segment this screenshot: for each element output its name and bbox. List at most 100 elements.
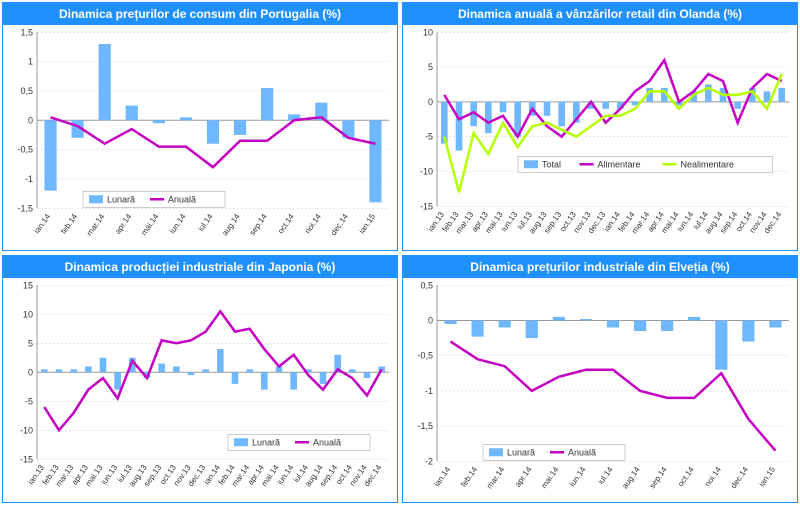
y-tick-label: 10: [423, 27, 433, 37]
y-tick-label: 1: [28, 57, 33, 67]
y-tick-label: -1,5: [417, 421, 433, 431]
y-tick-label: 1,5: [20, 27, 33, 37]
chart-title: Dinamica anuală a vânzărilor retail din …: [403, 3, 797, 25]
bar: [607, 320, 619, 327]
chart-title: Dinamica producției industriale din Japo…: [3, 256, 397, 278]
legend-label: Anuală: [313, 437, 341, 447]
bar: [70, 369, 77, 372]
bar: [688, 316, 700, 320]
y-tick-label: 0: [428, 315, 433, 325]
bar: [99, 44, 111, 120]
bar: [769, 320, 781, 327]
bar: [234, 120, 246, 135]
bar: [41, 369, 48, 372]
y-tick-label: 5: [28, 338, 33, 348]
bar: [349, 369, 356, 372]
bar: [580, 319, 592, 320]
bar: [602, 102, 609, 109]
x-tick-label: iul.14: [596, 464, 615, 485]
chart-plot-area: -1,5-1-0,500,511,5ian.14feb.14mar.14apr.…: [3, 25, 397, 250]
x-tick-label: mai.14: [539, 464, 560, 489]
chart-svg: -1,5-1-0,500,511,5ian.14feb.14mar.14apr.…: [3, 25, 397, 250]
x-tick-label: aug.14: [620, 464, 642, 490]
y-tick-label: -1,5: [17, 203, 33, 213]
bar: [180, 117, 192, 120]
bar: [715, 320, 727, 369]
bar: [734, 102, 741, 109]
bar: [158, 363, 165, 372]
x-tick-label: ian.14: [432, 464, 452, 487]
y-tick-label: 0,5: [20, 86, 33, 96]
bar: [232, 372, 239, 384]
y-tick-label: -0,5: [417, 350, 433, 360]
legend-label: Lunară: [252, 437, 280, 447]
bar: [261, 88, 273, 120]
bar: [444, 320, 456, 324]
legend-label: Nealimentare: [681, 159, 735, 169]
chart-plot-area: -2-1,5-1-0,500,5ian.14feb.14mar.14apr.14…: [403, 278, 797, 503]
legend-label: Anuală: [568, 447, 596, 457]
legend-label: Lunară: [107, 194, 135, 204]
chart-panel-elvetia: Dinamica prețurilor industriale din Elve…: [402, 255, 798, 504]
bar: [526, 320, 538, 338]
x-tick-label: feb.14: [459, 464, 479, 488]
bar: [100, 357, 107, 372]
legend-swatch: [234, 438, 248, 446]
y-tick-label: 0,5: [420, 280, 433, 290]
bar: [202, 369, 209, 372]
bar: [558, 102, 565, 126]
legend-swatch: [489, 448, 503, 456]
bar: [472, 320, 484, 336]
x-tick-label: noi.14: [303, 212, 323, 235]
x-tick-label: mar.14: [85, 212, 107, 238]
y-tick-label: -1: [425, 385, 433, 395]
y-tick-label: -15: [20, 454, 33, 464]
bar: [778, 88, 785, 102]
x-tick-label: iul.14: [196, 212, 215, 233]
x-tick-label: feb.14: [59, 212, 79, 236]
bar: [634, 320, 646, 331]
bar: [217, 349, 224, 372]
chart-svg: -15-10-50510ian.13feb.13mar.13apr.13mai.…: [403, 25, 797, 250]
bar: [290, 372, 297, 389]
x-tick-label: mar.14: [485, 464, 507, 490]
legend-label: Anuală: [168, 194, 196, 204]
chart-panel-japonia: Dinamica producției industriale din Japo…: [2, 255, 398, 504]
y-tick-label: -2: [425, 456, 433, 466]
y-tick-label: -10: [20, 425, 33, 435]
y-tick-label: 0: [28, 367, 33, 377]
chart-plot-area: -15-10-50510ian.13feb.13mar.13apr.13mai.…: [403, 25, 797, 250]
x-tick-label: iun.14: [168, 212, 188, 235]
x-tick-label: oct.14: [676, 464, 696, 487]
bar: [553, 316, 565, 320]
x-tick-label: noi.14: [703, 464, 723, 487]
x-tick-label: sep.14: [648, 464, 669, 489]
x-tick-label: ian.14: [32, 212, 52, 235]
bar: [661, 320, 673, 331]
bar: [499, 320, 511, 327]
bar: [114, 372, 121, 389]
y-tick-label: 0: [28, 115, 33, 125]
x-tick-label: iun.14: [675, 210, 695, 233]
chart-panel-olanda: Dinamica anuală a vânzărilor retail din …: [402, 2, 798, 251]
bar: [261, 372, 268, 389]
y-tick-label: -1: [25, 174, 33, 184]
chart-plot-area: -15-10-5051015ian.13feb.13mar.13apr.13ma…: [3, 278, 397, 503]
chart-svg: -2-1,5-1-0,500,5ian.14feb.14mar.14apr.14…: [403, 278, 797, 503]
x-tick-label: iun.13: [99, 462, 119, 485]
bar: [126, 106, 138, 121]
legend-swatch: [89, 195, 103, 203]
bar: [188, 372, 195, 375]
y-tick-label: -10: [420, 166, 433, 176]
chart-svg: -15-10-5051015ian.13feb.13mar.13apr.13ma…: [3, 278, 397, 503]
y-tick-label: 15: [23, 280, 33, 290]
series-line: [444, 60, 781, 137]
x-tick-label: aug.14: [220, 212, 242, 238]
x-tick-label: dec.14: [329, 212, 350, 237]
chart-panel-portugal: Dinamica prețurilor de consum din Portug…: [2, 2, 398, 251]
bar: [153, 120, 165, 123]
legend-swatch: [524, 160, 538, 168]
bar: [742, 320, 754, 341]
bar: [320, 372, 327, 384]
y-tick-label: -5: [25, 396, 33, 406]
